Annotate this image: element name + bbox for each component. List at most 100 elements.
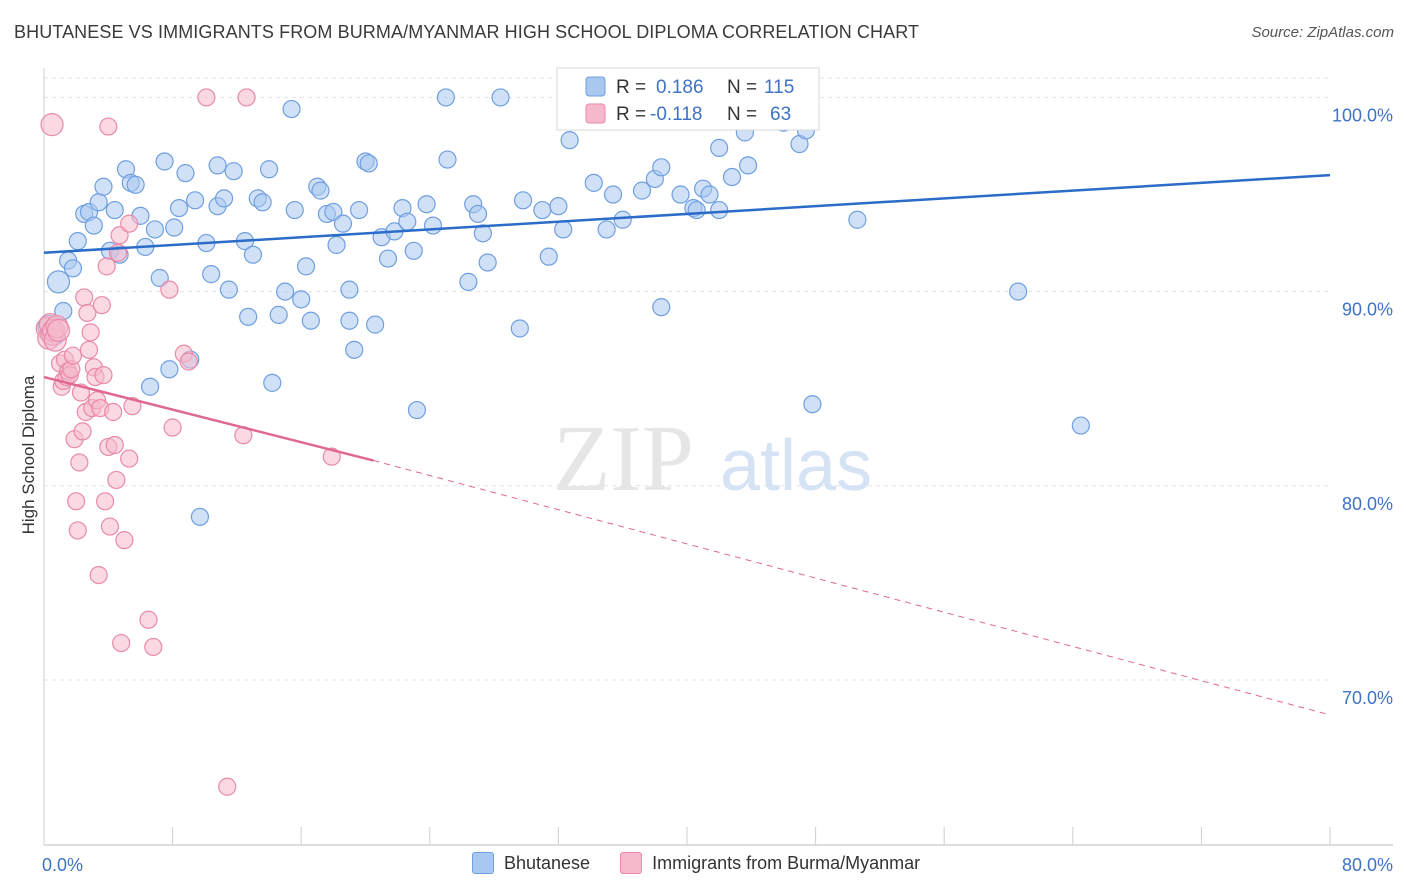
- point-bhutanese-114: [1071, 416, 1090, 435]
- legend-n-value-1: 115: [764, 77, 794, 98]
- legend-swatch-blue: [585, 76, 606, 97]
- point-burma-47: [120, 214, 139, 233]
- point-bhutanese-89: [584, 173, 603, 192]
- point-bhutanese-75: [438, 150, 457, 169]
- point-bhutanese-24: [160, 360, 179, 379]
- point-bhutanese-86: [549, 197, 568, 216]
- point-bhutanese-74: [436, 88, 455, 107]
- point-burma-60: [322, 447, 341, 466]
- trend-line-bhutanese: [43, 173, 1331, 255]
- axes: [43, 68, 1393, 846]
- legend-swatch-bhutanese: [472, 852, 494, 874]
- point-burma-37: [97, 257, 116, 276]
- legend-n-label-1: N =: [727, 77, 762, 98]
- point-bhutanese-101: [700, 185, 719, 204]
- x-tick-label-min: 0.0%: [42, 855, 83, 875]
- point-bhutanese-83: [513, 191, 533, 210]
- point-burma-51: [144, 637, 163, 657]
- point-bhutanese-63: [359, 154, 378, 173]
- point-burma-32: [89, 565, 108, 585]
- point-bhutanese-69: [398, 212, 417, 231]
- point-bhutanese-78: [468, 204, 488, 224]
- point-burma-41: [105, 435, 124, 455]
- point-burma-61: [40, 113, 64, 137]
- point-bhutanese-61: [349, 200, 369, 220]
- svg-text:R = 0.186 N =: R = 0.186 N = 115: [616, 77, 794, 98]
- point-bhutanese-36: [219, 280, 238, 299]
- point-burma-19: [68, 521, 87, 540]
- trend-line-burma: [43, 375, 374, 462]
- point-bhutanese-13: [105, 200, 124, 220]
- point-bhutanese-99: [687, 200, 706, 220]
- point-bhutanese-47: [282, 99, 301, 119]
- point-burma-36: [95, 492, 115, 511]
- point-burma-56: [197, 88, 216, 107]
- point-burma-16: [63, 346, 83, 365]
- point-bhutanese-66: [378, 249, 398, 268]
- correlation-legend: R = 0.186 N = 115 R = -0.118 N = 63: [556, 67, 820, 131]
- point-bhutanese-79: [473, 224, 492, 243]
- point-burma-34: [92, 296, 111, 315]
- point-bhutanese-70: [404, 241, 423, 260]
- point-burma-55: [179, 352, 198, 371]
- point-bhutanese-55: [324, 202, 343, 222]
- point-bhutanese-51: [301, 311, 320, 330]
- point-bhutanese-9: [84, 216, 103, 235]
- point-bhutanese-2: [46, 270, 71, 294]
- legend-r-value-1: 0.186: [656, 77, 704, 98]
- legend-r-value-2: -0.118: [650, 104, 702, 125]
- point-bhutanese-97: [671, 185, 690, 204]
- point-bhutanese-105: [738, 156, 758, 175]
- point-bhutanese-29: [186, 191, 205, 210]
- point-bhutanese-87: [554, 220, 573, 239]
- y-tick-label-0: 70.0%: [1342, 688, 1393, 708]
- point-bhutanese-45: [269, 305, 288, 324]
- point-burma-52: [160, 280, 179, 299]
- point-burma-39: [100, 517, 120, 536]
- x-tick-label-max: 80.0%: [1342, 855, 1393, 875]
- point-bhutanese-92: [613, 210, 632, 229]
- legend-n-value-2: 63: [770, 104, 791, 125]
- point-burma-20: [70, 453, 89, 472]
- point-bhutanese-84: [533, 200, 552, 220]
- point-bhutanese-46: [276, 282, 295, 301]
- point-bhutanese-102: [710, 138, 729, 158]
- point-bhutanese-6: [68, 232, 87, 251]
- point-bhutanese-96: [652, 298, 671, 317]
- point-burma-23: [75, 288, 94, 307]
- svg-text:R = -0.118 N =: R = -0.118 N = 63: [616, 104, 791, 125]
- point-burma-18: [67, 492, 86, 511]
- point-bhutanese-48: [285, 200, 304, 220]
- point-bhutanese-90: [597, 220, 616, 239]
- source-label: Source: ZipAtlas.com: [1251, 24, 1394, 41]
- point-burma-25: [78, 303, 97, 323]
- point-bhutanese-72: [417, 195, 436, 214]
- point-burma-50: [139, 610, 158, 629]
- y-tick-label-1: 80.0%: [1342, 494, 1393, 514]
- point-bhutanese-85: [539, 247, 558, 266]
- point-bhutanese-21: [145, 220, 165, 239]
- legend-r-label-2: R =: [616, 104, 651, 125]
- point-burma-49: [123, 397, 142, 416]
- point-bhutanese-76: [459, 272, 478, 291]
- point-bhutanese-20: [140, 377, 160, 396]
- point-burma-35: [94, 365, 113, 385]
- point-bhutanese-93: [632, 181, 652, 200]
- point-bhutanese-23: [155, 152, 174, 171]
- y-tick-labels: 70.0% 80.0% 90.0% 100.0%: [1332, 105, 1393, 708]
- point-bhutanese-53: [311, 181, 330, 200]
- point-burma-44: [110, 226, 129, 245]
- chart-title: BHUTANESE VS IMMIGRANTS FROM BURMA/MYANM…: [14, 22, 920, 42]
- point-bhutanese-11: [94, 177, 113, 196]
- point-burma-57: [218, 777, 237, 796]
- legend-r-label-1: R =: [616, 77, 651, 98]
- point-bhutanese-64: [366, 315, 385, 334]
- point-bhutanese-104: [722, 167, 742, 187]
- point-bhutanese-10: [89, 193, 108, 212]
- point-bhutanese-113: [1009, 282, 1028, 301]
- legend-n-label-2: N =: [727, 104, 762, 125]
- point-burma-40: [104, 402, 123, 422]
- point-bhutanese-32: [202, 265, 221, 284]
- point-bhutanese-81: [491, 88, 510, 107]
- point-bhutanese-88: [560, 131, 579, 150]
